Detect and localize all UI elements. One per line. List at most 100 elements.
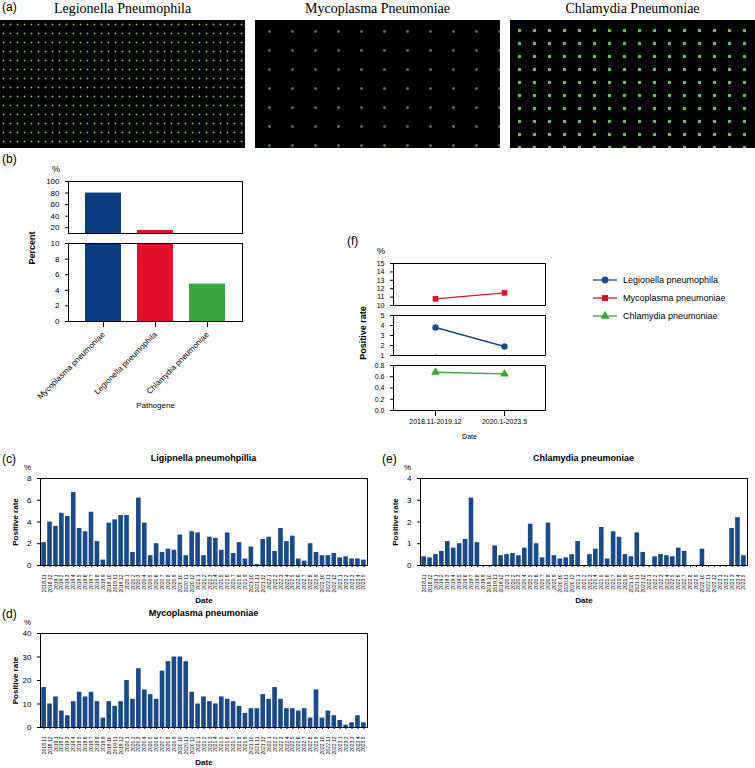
svg-text:6: 6 (27, 496, 32, 505)
svg-text:14: 14 (377, 268, 385, 275)
svg-text:100: 100 (46, 177, 60, 186)
svg-text:2019.3: 2019.3 (64, 574, 71, 590)
svg-text:3: 3 (381, 332, 385, 339)
html-text:Mycoplasma Pneumoniae: Mycoplasma Pneumoniae (305, 1, 450, 16)
html-text:Legionella Pneumophila: Legionella Pneumophila (53, 1, 192, 16)
svg-text:4: 4 (55, 286, 60, 295)
svg-text:2: 2 (55, 301, 60, 310)
svg-text:0.8: 0.8 (375, 362, 385, 369)
svg-text:2019.5: 2019.5 (76, 574, 83, 590)
svg-text:20: 20 (23, 676, 32, 685)
svg-text:2019.11: 2019.11 (111, 574, 118, 593)
svg-text:10: 10 (23, 700, 32, 709)
svg-text:2019.6: 2019.6 (82, 574, 89, 590)
svg-text:Positive rate: Positive rate (11, 656, 20, 704)
svg-text:5: 5 (381, 312, 385, 319)
svg-text:2: 2 (27, 539, 32, 548)
html-text:Legionella pneumophila: Legionella pneumophila (623, 275, 719, 285)
svg-text:60: 60 (51, 200, 60, 209)
svg-text:2019.12: 2019.12 (117, 574, 124, 593)
html-text:Chlamydia pneumoniae: Chlamydia pneumoniae (623, 311, 718, 321)
svg-text:0: 0 (27, 723, 32, 732)
svg-text:2020.10: 2020.10 (176, 574, 183, 593)
svg-text:80: 80 (51, 189, 60, 198)
svg-text:2020.1-2023.5: 2020.1-2023.5 (482, 418, 527, 425)
svg-text:2020.1: 2020.1 (123, 574, 130, 590)
svg-text:6: 6 (55, 270, 60, 279)
html-text:Chlamydia pneumoniae: Chlamydia pneumoniae (533, 453, 634, 463)
html-text:(a): (a) (2, 0, 17, 14)
html-text:(e): (e) (382, 452, 397, 466)
svg-text:8: 8 (27, 474, 32, 483)
svg-text:2020.3: 2020.3 (135, 574, 142, 590)
svg-text:2020.2: 2020.2 (129, 574, 136, 590)
svg-text:8: 8 (55, 255, 60, 264)
svg-text:11: 11 (377, 293, 384, 300)
svg-text:2020.11: 2020.11 (182, 574, 189, 593)
svg-text:2018.12: 2018.12 (46, 574, 53, 593)
svg-text:2019.7: 2019.7 (88, 574, 95, 590)
svg-text:2020.12: 2020.12 (188, 574, 195, 593)
html-text:Chlamydia Pneumoniae: Chlamydia Pneumoniae (565, 1, 700, 16)
html-text:Positive rate: Positive rate (358, 306, 368, 360)
svg-text:Chlamydia pneumoniae: Chlamydia pneumoniae (145, 330, 211, 396)
svg-text:Date: Date (575, 596, 593, 605)
svg-text:40: 40 (51, 212, 60, 221)
svg-text:2019.10: 2019.10 (105, 574, 112, 593)
svg-text:1: 1 (407, 539, 412, 548)
svg-text:2019.4: 2019.4 (70, 574, 77, 590)
svg-text:0.4: 0.4 (375, 384, 385, 391)
svg-text:2: 2 (407, 518, 412, 527)
svg-text:2019.1: 2019.1 (52, 574, 59, 590)
svg-text:2020.4: 2020.4 (141, 574, 148, 590)
svg-text:2: 2 (381, 342, 385, 349)
svg-text:2020.8: 2020.8 (165, 574, 172, 590)
svg-text:2019.9: 2019.9 (99, 574, 106, 590)
svg-text:2019.2: 2019.2 (58, 574, 65, 590)
svg-text:3: 3 (407, 496, 412, 505)
html-text:(c): (c) (2, 452, 16, 466)
svg-text:0: 0 (55, 317, 60, 326)
svg-text:2018.11: 2018.11 (40, 574, 47, 593)
svg-text:Positive rate: Positive rate (391, 498, 400, 546)
svg-text:13: 13 (377, 277, 385, 284)
svg-text:2023.5: 2023.5 (360, 574, 366, 590)
svg-text:10: 10 (377, 302, 385, 309)
html-text:(b): (b) (2, 152, 17, 166)
html-text:(d): (d) (2, 607, 17, 621)
html-text:(f): (f) (347, 234, 359, 248)
svg-text:4: 4 (407, 474, 412, 483)
svg-text:4: 4 (27, 518, 32, 527)
svg-text:2021.1: 2021.1 (194, 574, 201, 590)
svg-text:15: 15 (377, 260, 385, 267)
svg-text:40: 40 (23, 629, 32, 638)
svg-text:30: 30 (23, 653, 32, 662)
html-text:Mycoplasma pneumoniae: Mycoplasma pneumoniae (148, 608, 259, 618)
svg-text:0.2: 0.2 (375, 395, 385, 402)
svg-text:Date: Date (195, 596, 213, 605)
svg-text:Positive rate: Positive rate (11, 498, 20, 546)
svg-text:1: 1 (381, 352, 385, 359)
svg-text:2023.5: 2023.5 (360, 736, 366, 752)
svg-text:2020.6: 2020.6 (153, 574, 160, 590)
svg-text:2023.5: 2023.5 (740, 574, 746, 590)
html-text:Mycoplasma pneumoniae: Mycoplasma pneumoniae (623, 293, 726, 303)
svg-text:Mycoplasma pneumoniae: Mycoplasma pneumoniae (35, 330, 107, 401)
svg-text:4: 4 (381, 322, 385, 329)
svg-text:0.0: 0.0 (375, 407, 385, 414)
svg-text:12: 12 (377, 285, 385, 292)
svg-text:20: 20 (51, 223, 60, 232)
svg-text:10: 10 (51, 239, 60, 248)
svg-text:2020.7: 2020.7 (159, 574, 166, 590)
svg-text:0: 0 (407, 561, 412, 570)
svg-text:Date: Date (462, 433, 477, 440)
html-text:Ligipnella pneumohpillia: Ligipnella pneumohpillia (150, 453, 257, 463)
svg-text:Date: Date (195, 758, 213, 767)
svg-text:0.6: 0.6 (375, 373, 385, 380)
html-text:Percent: Percent (27, 231, 37, 264)
svg-text:2020.5: 2020.5 (147, 574, 154, 590)
svg-text:2018.11-2019.12: 2018.11-2019.12 (409, 418, 462, 425)
svg-text:Legionella pneumophila: Legionella pneumophila (92, 330, 159, 397)
svg-text:Pathogene: Pathogene (136, 401, 175, 410)
svg-text:0: 0 (27, 561, 32, 570)
